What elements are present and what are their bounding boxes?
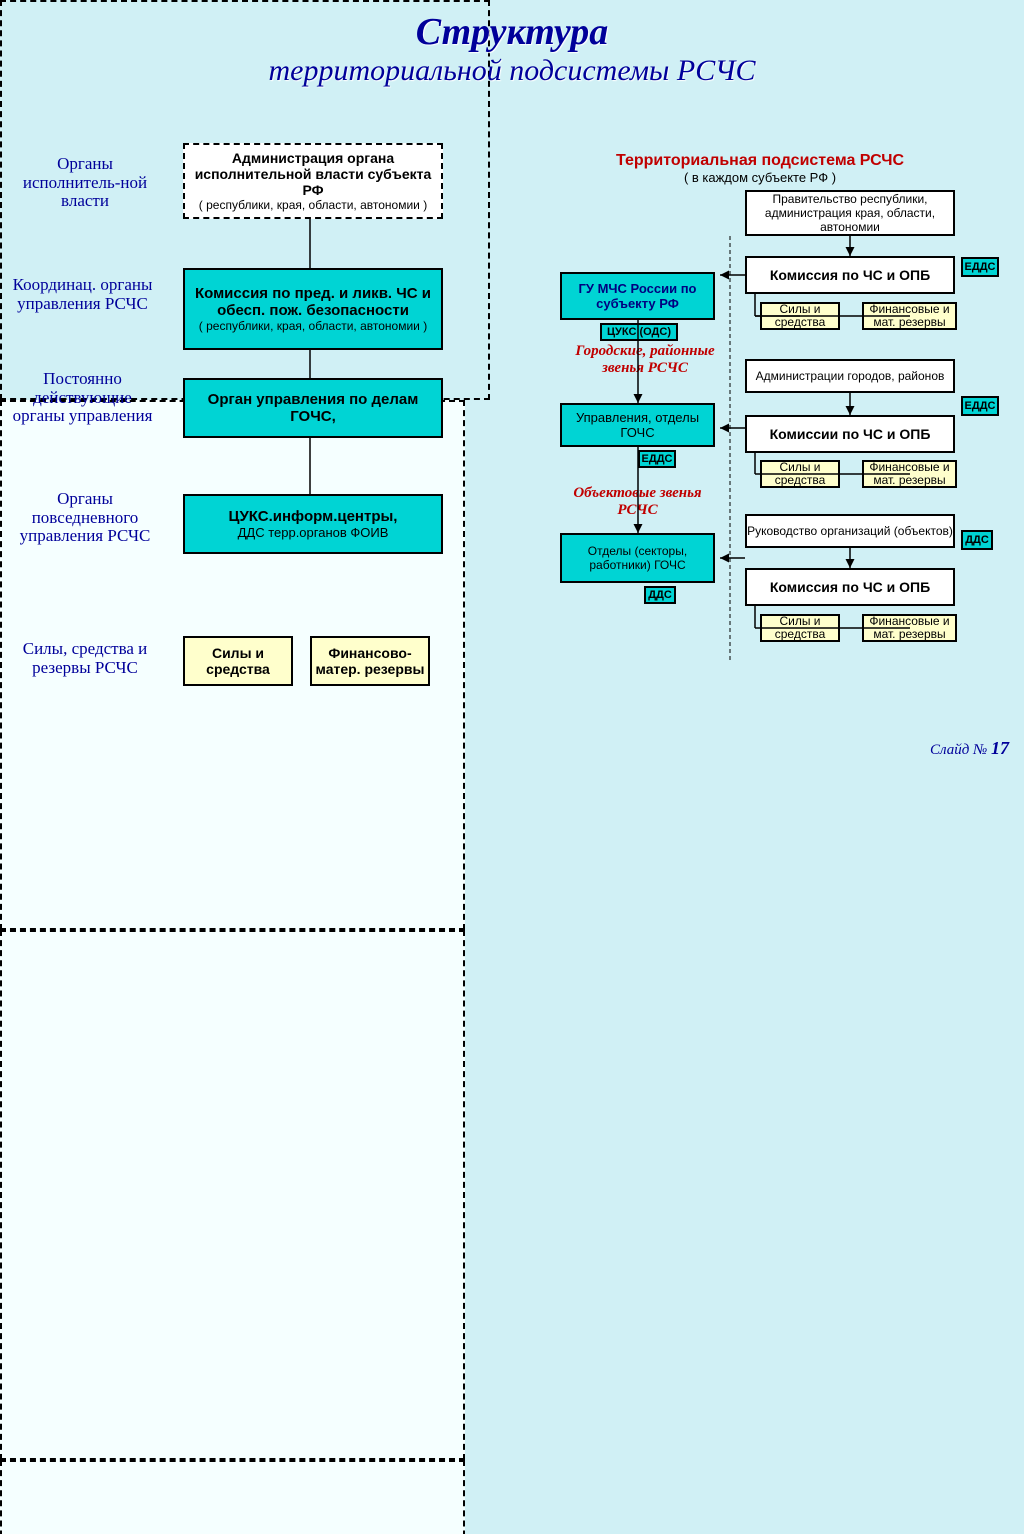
box-commission-sub: ( республики, края, области, автономии ) [199,319,427,333]
box-forces-text: Силы и средства [185,645,291,677]
box-dds: ДДС [644,586,676,604]
box-commission: Комиссия по пред. и ликв. ЧС и обесп. по… [183,268,443,350]
right-container [0,1460,465,1534]
slide-label: Слайд № [930,742,987,758]
box-gochs-text: Орган управления по делам ГОЧС, [185,391,441,425]
box-gov-text: Правительство республики, администрация … [747,192,953,234]
box-admin-sub: ( республики, края, области, автономии ) [199,198,427,212]
box-cuks-main: ЦУКС.информ.центры, [229,508,398,525]
label-coord: Координац. органы управления РСЧС [10,276,155,313]
box-sily3: Силы и средства [760,614,840,642]
box-fin3: Финансовые и мат. резервы [862,614,957,642]
box-edds2: ЕДДС [961,396,999,416]
label-executive: Органы исполнитель-ной власти [10,155,160,211]
box-admin-city: Администрации городов, районов [745,359,955,393]
box-gochs-mgmt: Орган управления по делам ГОЧС, [183,378,443,438]
label-daily: Органы повседневного управления РСЧС [10,490,160,546]
box-admin-subject: Администрация органа исполнительной влас… [183,143,443,219]
box-ruk: Руководство организаций (объектов) [745,514,955,548]
box-cuks-info: ЦУКС.информ.центры, ДДС терр.органов ФОИ… [183,494,443,554]
box-fin1: Финансовые и мат. резервы [862,302,957,330]
box-komis1: Комиссия по ЧС и ОПБ [745,256,955,294]
box-sily1: Силы и средства [760,302,840,330]
box-gu-mchs: ГУ МЧС России по субъекту РФ [560,272,715,320]
box-otd: Отделы (секторы, работники) ГОЧС [560,533,715,583]
title-line2: территориальной подсистемы РСЧС [0,54,1024,88]
gu-text: ГУ МЧС России по субъекту РФ [562,281,713,311]
box-upr-text: Управления, отделы ГОЧС [562,410,713,440]
box-gov: Правительство республики, администрация … [745,190,955,236]
box-commission-main: Комиссия по пред. и ликв. ЧС и обесп. по… [185,285,441,319]
page-title: Структура территориальной подсистемы РСЧ… [0,10,1024,88]
box-fin-left: Финансово-матер. резервы [310,636,430,686]
right-header-title: Территориальная подсистема РСЧС [560,152,960,170]
box-admin-city-text: Администрации городов, районов [756,369,945,383]
box-fin-text: Финансово-матер. резервы [312,645,428,677]
box-komis2-text: Комиссии по ЧС и ОПБ [770,426,931,442]
right-header-sub: ( в каждом субъекте РФ ) [560,170,960,185]
red-label-city: Городские, районные звенья РСЧС [560,343,730,376]
box-upr: Управления, отделы ГОЧС [560,403,715,447]
slide-num: 17 [991,738,1009,758]
box-ruk-text: Руководство организаций (объектов) [747,524,953,538]
box-komis2: Комиссии по ЧС и ОПБ [745,415,955,453]
box-komis3-text: Комиссия по ЧС и ОПБ [770,579,930,595]
slide-number: Слайд № 17 [930,738,1009,759]
box-cuks-sub: ДДС терр.органов ФОИВ [238,525,389,540]
box-komis3: Комиссия по ЧС и ОПБ [745,568,955,606]
title-line1: Структура [0,10,1024,54]
red-label-obj: Объектовые звенья РСЧС [560,485,715,518]
box-fin2: Финансовые и мат. резервы [862,460,957,488]
box-cuks-ods: ЦУКС (ОДС) [600,323,678,341]
label-forces: Силы, средства и резервы РСЧС [10,640,160,677]
box-edds1: ЕДДС [961,257,999,277]
box-edds-upr: ЕДДС [638,450,676,468]
box-otd-text: Отделы (секторы, работники) ГОЧС [562,544,713,572]
label-permanent: Постоянно действующие органы управления [10,370,155,426]
box-sily2: Силы и средства [760,460,840,488]
box-admin-main: Администрация органа исполнительной влас… [185,150,441,198]
box-forces-left: Силы и средства [183,636,293,686]
box-dds-ruk: ДДС [961,530,993,550]
box-komis1-text: Комиссия по ЧС и ОПБ [770,267,930,283]
right-stack2 [0,930,465,1460]
